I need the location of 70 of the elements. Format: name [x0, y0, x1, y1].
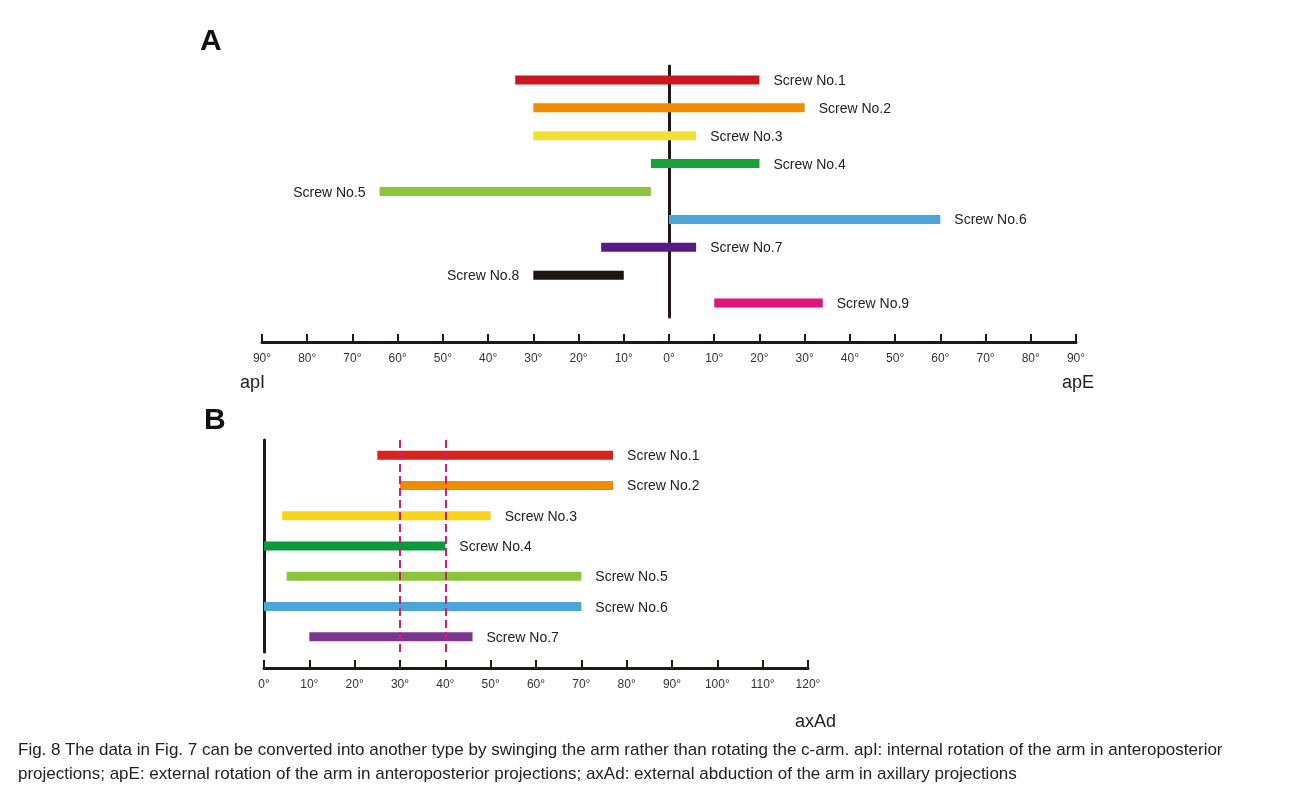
- y-tick-label: Screw No.1: [627, 447, 700, 464]
- y-tick-label: Screw No.4: [459, 538, 532, 554]
- x-tick-label: 40°: [840, 351, 860, 365]
- bar: [601, 242, 697, 252]
- x-tick-label: 80°: [617, 677, 636, 691]
- x-tick-label: 60°: [931, 351, 950, 365]
- x-axis-title: apE: [1061, 372, 1094, 392]
- bar: [377, 450, 614, 460]
- x-tick-label: 20°: [750, 351, 769, 365]
- bar: [669, 214, 941, 224]
- x-axis-title: axAd: [794, 711, 836, 731]
- chart-title: B: [204, 401, 226, 435]
- x-tick-label: 60°: [526, 677, 546, 691]
- x-tick-label: 40°: [479, 351, 498, 365]
- x-tick-label: 120°: [795, 677, 821, 691]
- y-tick-label: Screw No.4: [773, 155, 847, 172]
- x-tick-label: 10°: [614, 351, 634, 365]
- x-tick-label: 110°: [750, 677, 775, 691]
- caption: Fig. 8 The data in Fig. 7 can be converted into another type by swinging the arm rather than rotating the c-arm. apI: internal rotation of the arm in anteroposterior projections; apE: external rotation of the arm in anteroposterior projections; axAd: external abduction of the arm in axillary projections: [18, 739, 1224, 785]
- x-tick-label: 20°: [569, 351, 588, 365]
- x-tick-label: 90°: [662, 677, 682, 691]
- y-tick-label: Screw No.2: [818, 99, 892, 116]
- y-tick-label: Screw No.3: [710, 127, 783, 144]
- bar: [282, 511, 491, 521]
- x-tick-label: 0°: [258, 677, 270, 691]
- y-tick-label: Screw No.5: [595, 568, 668, 585]
- bar: [309, 632, 473, 642]
- bar: [286, 571, 582, 581]
- bar: [533, 103, 805, 113]
- x-tick-label: 60°: [388, 351, 407, 365]
- y-tick-label: Screw No.7: [486, 628, 560, 645]
- x-tick-label: 80°: [298, 351, 317, 365]
- chart-title: A: [200, 22, 222, 56]
- y-tick-label: Screw No.8: [446, 267, 520, 284]
- x-tick-label: 70°: [343, 351, 362, 365]
- text: apI: [240, 372, 266, 392]
- x-tick-label: 20°: [345, 677, 364, 691]
- x-tick-label: 0°: [663, 351, 675, 365]
- bar: [650, 159, 760, 169]
- bar: [533, 270, 624, 280]
- x-tick-label: 80°: [1021, 351, 1041, 365]
- bar: [533, 131, 697, 141]
- y-tick-label: Screw No.1: [773, 71, 847, 88]
- x-tick-label: 100°: [704, 677, 730, 691]
- y-tick-label: Screw No.6: [595, 598, 668, 615]
- y-tick-label: Screw No.3: [504, 507, 578, 524]
- x-tick-label: 50°: [481, 677, 500, 691]
- bar: [400, 480, 614, 490]
- y-tick-label: Screw No.9: [836, 295, 910, 312]
- bar: [515, 75, 760, 85]
- x-tick-label: 30°: [524, 351, 543, 365]
- bar: [714, 298, 823, 308]
- y-tick-label: Screw No.6: [954, 211, 1027, 228]
- bar: [264, 602, 582, 612]
- x-tick-label: 50°: [886, 351, 905, 365]
- x-tick-label: 10°: [300, 677, 319, 691]
- bar: [379, 187, 651, 196]
- x-tick-label: 10°: [705, 351, 724, 365]
- x-tick-label: 70°: [976, 351, 995, 365]
- y-tick-label: Screw No.7: [710, 239, 783, 256]
- x-tick-label: 50°: [433, 351, 453, 365]
- x-tick-label: 30°: [795, 351, 814, 365]
- x-tick-label: 90°: [1066, 351, 1086, 365]
- x-tick-label: 30°: [390, 677, 410, 691]
- x-tick-label: 90°: [252, 351, 272, 365]
- x-tick-label: 40°: [436, 677, 455, 691]
- x-tick-label: 70°: [572, 677, 591, 691]
- bar: [264, 541, 446, 551]
- y-tick-label: Screw No.2: [627, 477, 700, 494]
- y-tick-label: Screw No.5: [293, 183, 366, 200]
